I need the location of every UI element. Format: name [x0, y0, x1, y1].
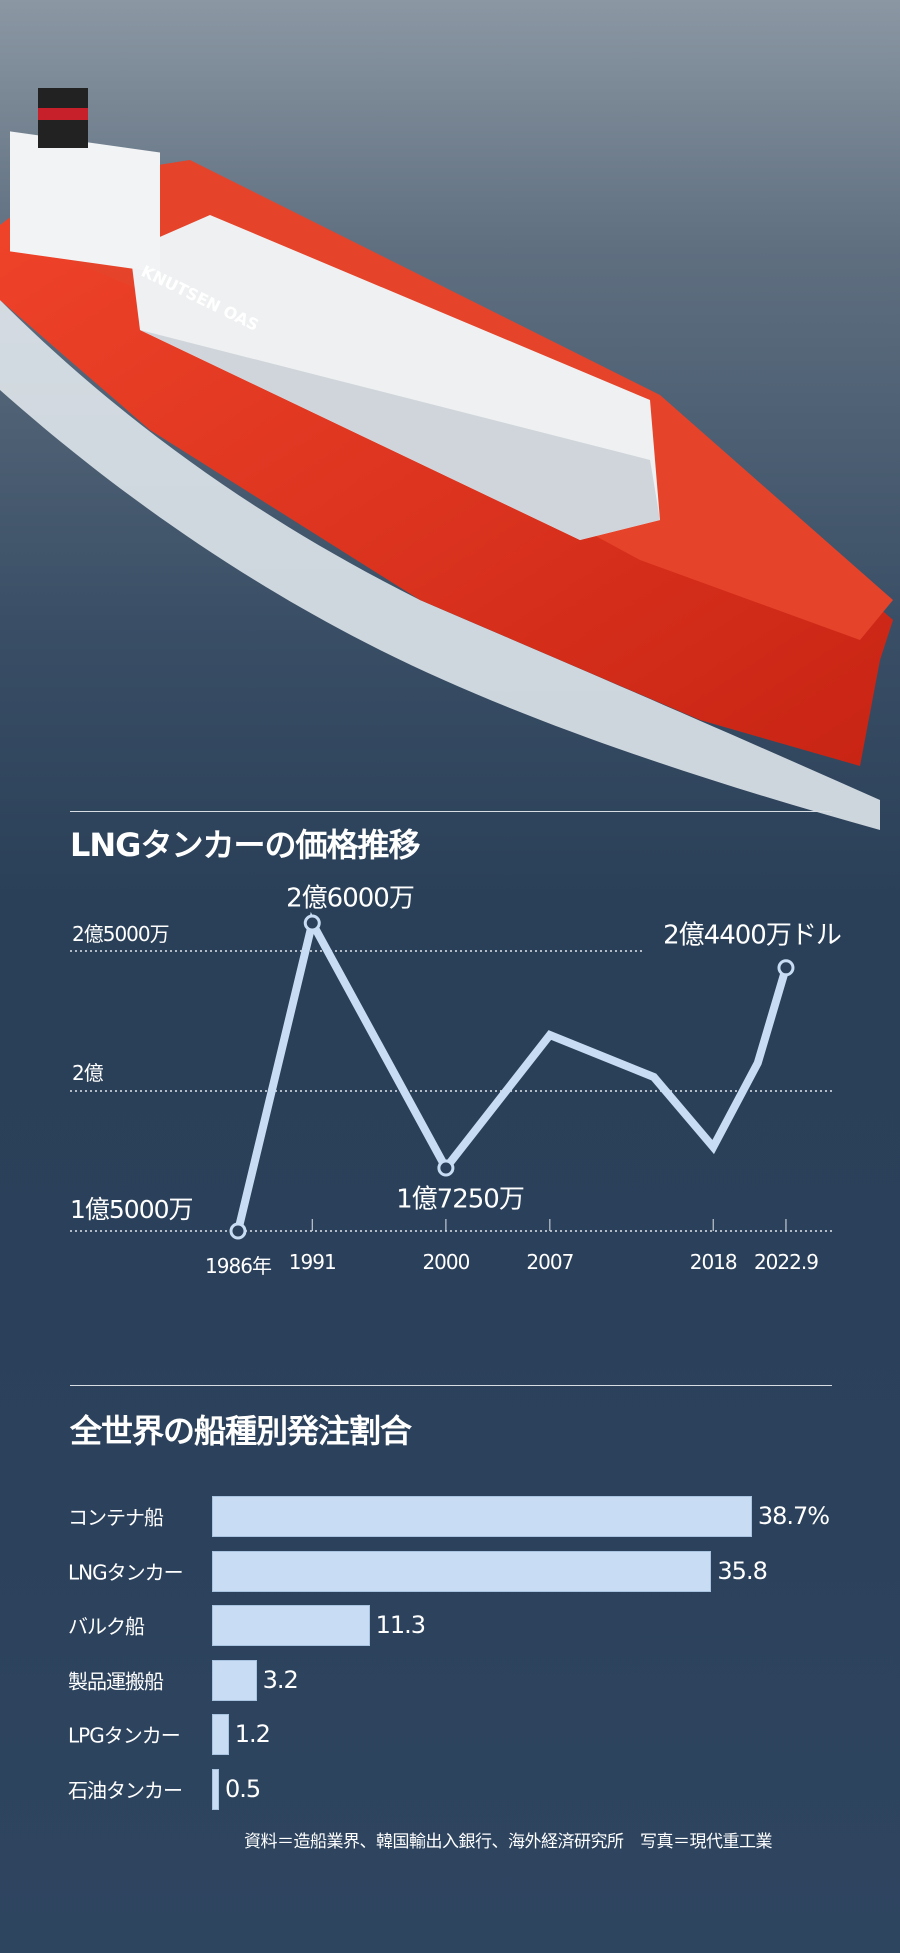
x-tick-label: 2000	[422, 1250, 470, 1274]
gridline-label-1.5: 1億5000万	[70, 1195, 194, 1224]
bar-category-label: 石油タンカー	[68, 1778, 183, 1803]
bar-value-label: 11.3	[375, 1611, 426, 1640]
data-point-marker	[229, 1222, 247, 1240]
bar-category-label: 製品運搬船	[68, 1669, 164, 1694]
bar-value-label: 3.2	[262, 1665, 299, 1694]
data-point-marker	[437, 1159, 455, 1177]
bar-category-label: LNGタンカー	[68, 1560, 184, 1585]
superstructure	[10, 131, 160, 273]
section-divider	[70, 811, 832, 812]
bar	[212, 1496, 752, 1537]
bar-value-label: 1.2	[234, 1720, 271, 1749]
data-point-marker	[303, 914, 321, 932]
bar	[212, 1550, 712, 1592]
line-chart-title: LNGタンカーの価格推移	[70, 826, 420, 864]
gridline-label-2.5: 2億5000万	[72, 922, 170, 946]
data-label-1991: 2億6000万	[286, 883, 415, 914]
wake	[0, 300, 880, 830]
data-point-marker	[777, 959, 795, 977]
x-tick-label: 1991	[288, 1250, 337, 1274]
bar	[212, 1605, 370, 1647]
bar-category-label: コンテナ船	[68, 1505, 164, 1530]
data-label-2022: 2億4400万ドル	[663, 920, 842, 951]
bar	[212, 1659, 257, 1701]
section-divider	[70, 1385, 832, 1386]
gridline-label-2.0: 2億	[72, 1061, 104, 1085]
x-tick-label: 2022.9	[753, 1250, 819, 1274]
bar-value-label: 38.7%	[757, 1502, 830, 1530]
source-credit: 資料＝造船業界、韓国輸出入銀行、海外経済研究所 写真＝現代重工業	[244, 1832, 773, 1852]
x-tick-label: 2018	[689, 1250, 738, 1274]
bar-category-label: LPGタンカー	[68, 1723, 181, 1748]
bar	[212, 1769, 219, 1810]
price-line	[234, 911, 790, 1232]
bar	[212, 1714, 229, 1756]
x-tick-label: 2007	[526, 1250, 574, 1274]
x-tick-label: 1986年	[205, 1254, 272, 1278]
bar-value-label: 35.8	[717, 1556, 767, 1585]
data-label-2000: 1億7250万	[396, 1184, 525, 1215]
bar-category-label: バルク船	[68, 1614, 145, 1639]
bar-value-label: 0.5	[224, 1775, 261, 1803]
bar-chart-title: 全世界の船種別発注割合	[70, 1412, 412, 1450]
